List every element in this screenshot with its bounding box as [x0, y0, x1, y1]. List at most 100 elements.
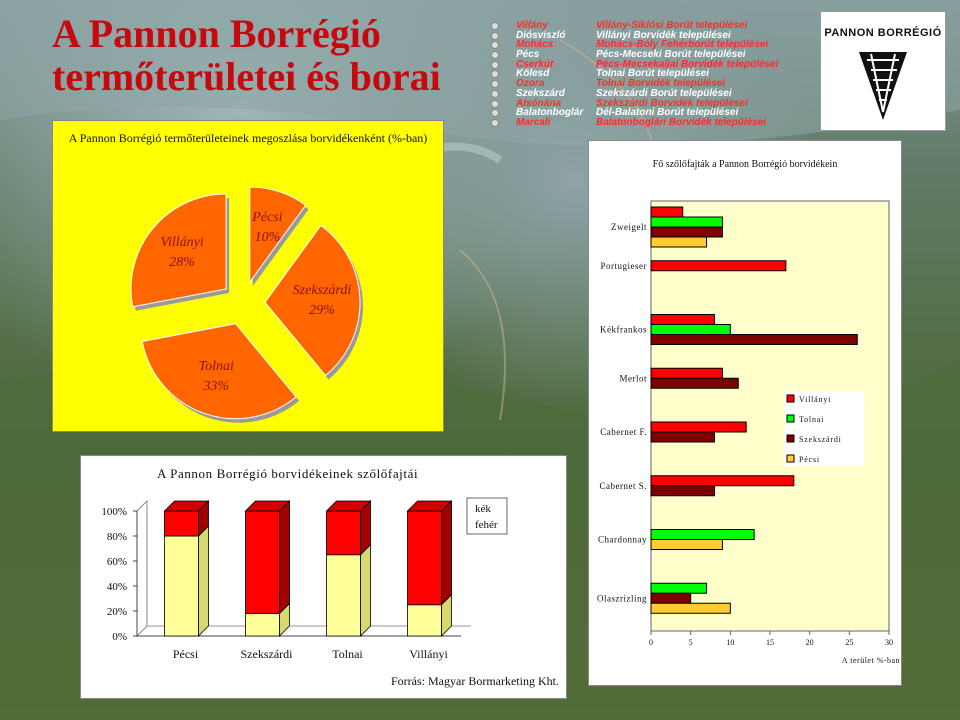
region-name: Ozora — [516, 78, 545, 90]
region-dot-icon — [491, 80, 499, 89]
region-dot-icon — [491, 99, 499, 108]
pie-chart — [130, 186, 363, 423]
x-tick-label: 25 — [845, 638, 853, 647]
hbar-category-label: Chardonnay — [598, 535, 647, 545]
pie-slice — [249, 186, 307, 284]
pannon-borregio-logo: PANNON BORRÉGIÓ — [820, 11, 946, 131]
legend-box — [466, 497, 508, 535]
stack-segment-top — [244, 500, 291, 512]
hbar-category-label: Merlot — [620, 373, 648, 383]
stack-segment — [245, 510, 280, 614]
stack-segment-top — [163, 500, 210, 512]
region-dot-icon — [491, 22, 499, 30]
pie-slice-label: Villányi 28% — [142, 233, 222, 273]
y-tick-label: 0% — [112, 631, 127, 643]
hbar-category-label: Zweigelt — [611, 222, 647, 232]
stacked-chart: 0% 20% 40% 60% 80% 100% Pécsi Szekszárdi Tolnai V… — [101, 497, 508, 661]
region-list-item: Ozora Tolnai Borvidék települései — [488, 78, 788, 90]
legend-label: Tolnai — [799, 415, 824, 424]
x-tick-label: 5 — [689, 638, 693, 647]
hbar-bar — [650, 582, 708, 594]
region-name: Villány — [516, 20, 548, 31]
hbar-bar — [650, 475, 795, 487]
region-list-item: Marcali Balatonboglári Borvidék település… — [488, 116, 788, 128]
pie-category: Szekszárdi — [292, 282, 352, 298]
pie-category: Villányi — [160, 234, 204, 250]
hbar-bar — [650, 431, 715, 443]
region-dot-icon — [491, 118, 499, 127]
stack-segment — [164, 510, 199, 537]
source-note: Forrás: Magyar Bormarketing Kht. — [391, 674, 559, 688]
region-list-item: Pécs Pécs-Mecseki Borút települései — [488, 49, 788, 61]
x-category-label: Tolnai — [332, 647, 363, 661]
legend-label: Villányi — [799, 395, 831, 404]
hbar-category-label: Cabernet F. — [600, 427, 647, 437]
hbar-bar — [650, 485, 715, 497]
pie-slice — [264, 224, 361, 377]
legend-swatch — [786, 394, 795, 403]
stack-segment-top — [325, 500, 372, 512]
hbar-category-label: Olaszrizling — [597, 593, 647, 603]
hbar-bar — [650, 236, 708, 248]
region-name: Pécs — [516, 49, 540, 61]
stack-legend: kék fehér — [466, 497, 508, 535]
logo-text: PANNON BORRÉGIÓ — [824, 27, 942, 39]
stacked-chart-panel: A Pannon Borrégió borvidékeinek szőlőfaj… — [80, 455, 567, 699]
y-tick-label: 60% — [107, 556, 127, 568]
stack-segment-side — [279, 500, 290, 615]
pie-percent: 29% — [309, 302, 335, 318]
region-desc: Szekszárdi Borvidék települései — [596, 97, 748, 109]
legend-box — [784, 391, 864, 466]
hbar-bar — [650, 421, 747, 433]
region-dot-icon — [491, 60, 499, 69]
pie-slice — [130, 193, 227, 308]
stack-segment — [164, 535, 199, 637]
x-tick-label: 0 — [649, 638, 653, 647]
region-desc: Villányi Borvidék települései — [596, 29, 731, 41]
region-desc: Balatonboglári Borvidék települései — [596, 116, 767, 128]
region-desc: Pécs-Mecseki Borút települései — [596, 49, 746, 61]
legend-label: kék — [475, 503, 491, 515]
pie-slice-label: Tolnai 33% — [176, 357, 256, 397]
region-dot-icon — [491, 109, 499, 118]
stack-segment-side — [360, 543, 371, 637]
legend-label: Pécsi — [799, 455, 820, 464]
stack-segment-side — [198, 525, 209, 637]
pie-slice-label: Szekszárdi 29% — [282, 281, 362, 321]
pie-category: Pécsi — [252, 209, 283, 225]
region-desc: Mohács-Bóly Fehérborút települései — [596, 39, 769, 51]
region-dot-icon — [491, 31, 499, 40]
page-title-line-2: termőterületei és borai — [52, 54, 441, 99]
hbar-bar — [650, 206, 684, 218]
logo-grape-icon — [859, 52, 907, 120]
legend-label: Szekszárdi — [799, 435, 842, 444]
x-category-label: Pécsi — [173, 647, 199, 661]
x-tick-label: 20 — [806, 638, 814, 647]
back-wall — [136, 499, 148, 638]
region-dot-icon — [491, 41, 499, 50]
region-list: Villány Villány-Siklósi Borút települései… — [488, 20, 788, 128]
x-tick-label: 10 — [726, 638, 734, 647]
pie-slice — [141, 323, 297, 420]
hbar-bar — [650, 260, 787, 272]
stack-segment — [245, 613, 280, 637]
legend-label: fehér — [475, 519, 498, 531]
hbar-bar — [650, 539, 723, 550]
hbar-bar — [650, 377, 739, 389]
region-name: Alsónána — [516, 97, 562, 109]
hbar-bar — [650, 324, 731, 335]
region-dot-icon — [491, 51, 499, 60]
y-tick-label: 20% — [107, 606, 127, 618]
hbar-category-label: Kékfrankos — [600, 325, 647, 335]
region-list-item: Kölesd Tolnai Borút települései — [488, 68, 788, 79]
stack-segment — [326, 554, 361, 637]
hbar-legend: Villányi Tolnai Szekszárdi Pécsi — [784, 391, 864, 466]
legend-swatch — [786, 434, 795, 443]
y-tick-label: 40% — [107, 581, 127, 593]
pie-percent: 33% — [203, 379, 230, 395]
x-category-label: Villányi — [409, 647, 448, 661]
region-list-item: Alsónána Szekszárdi Borvidék települései — [488, 97, 788, 109]
hbar-bar — [650, 602, 731, 614]
stack-segment — [407, 604, 442, 637]
hbar-bar — [650, 216, 723, 228]
